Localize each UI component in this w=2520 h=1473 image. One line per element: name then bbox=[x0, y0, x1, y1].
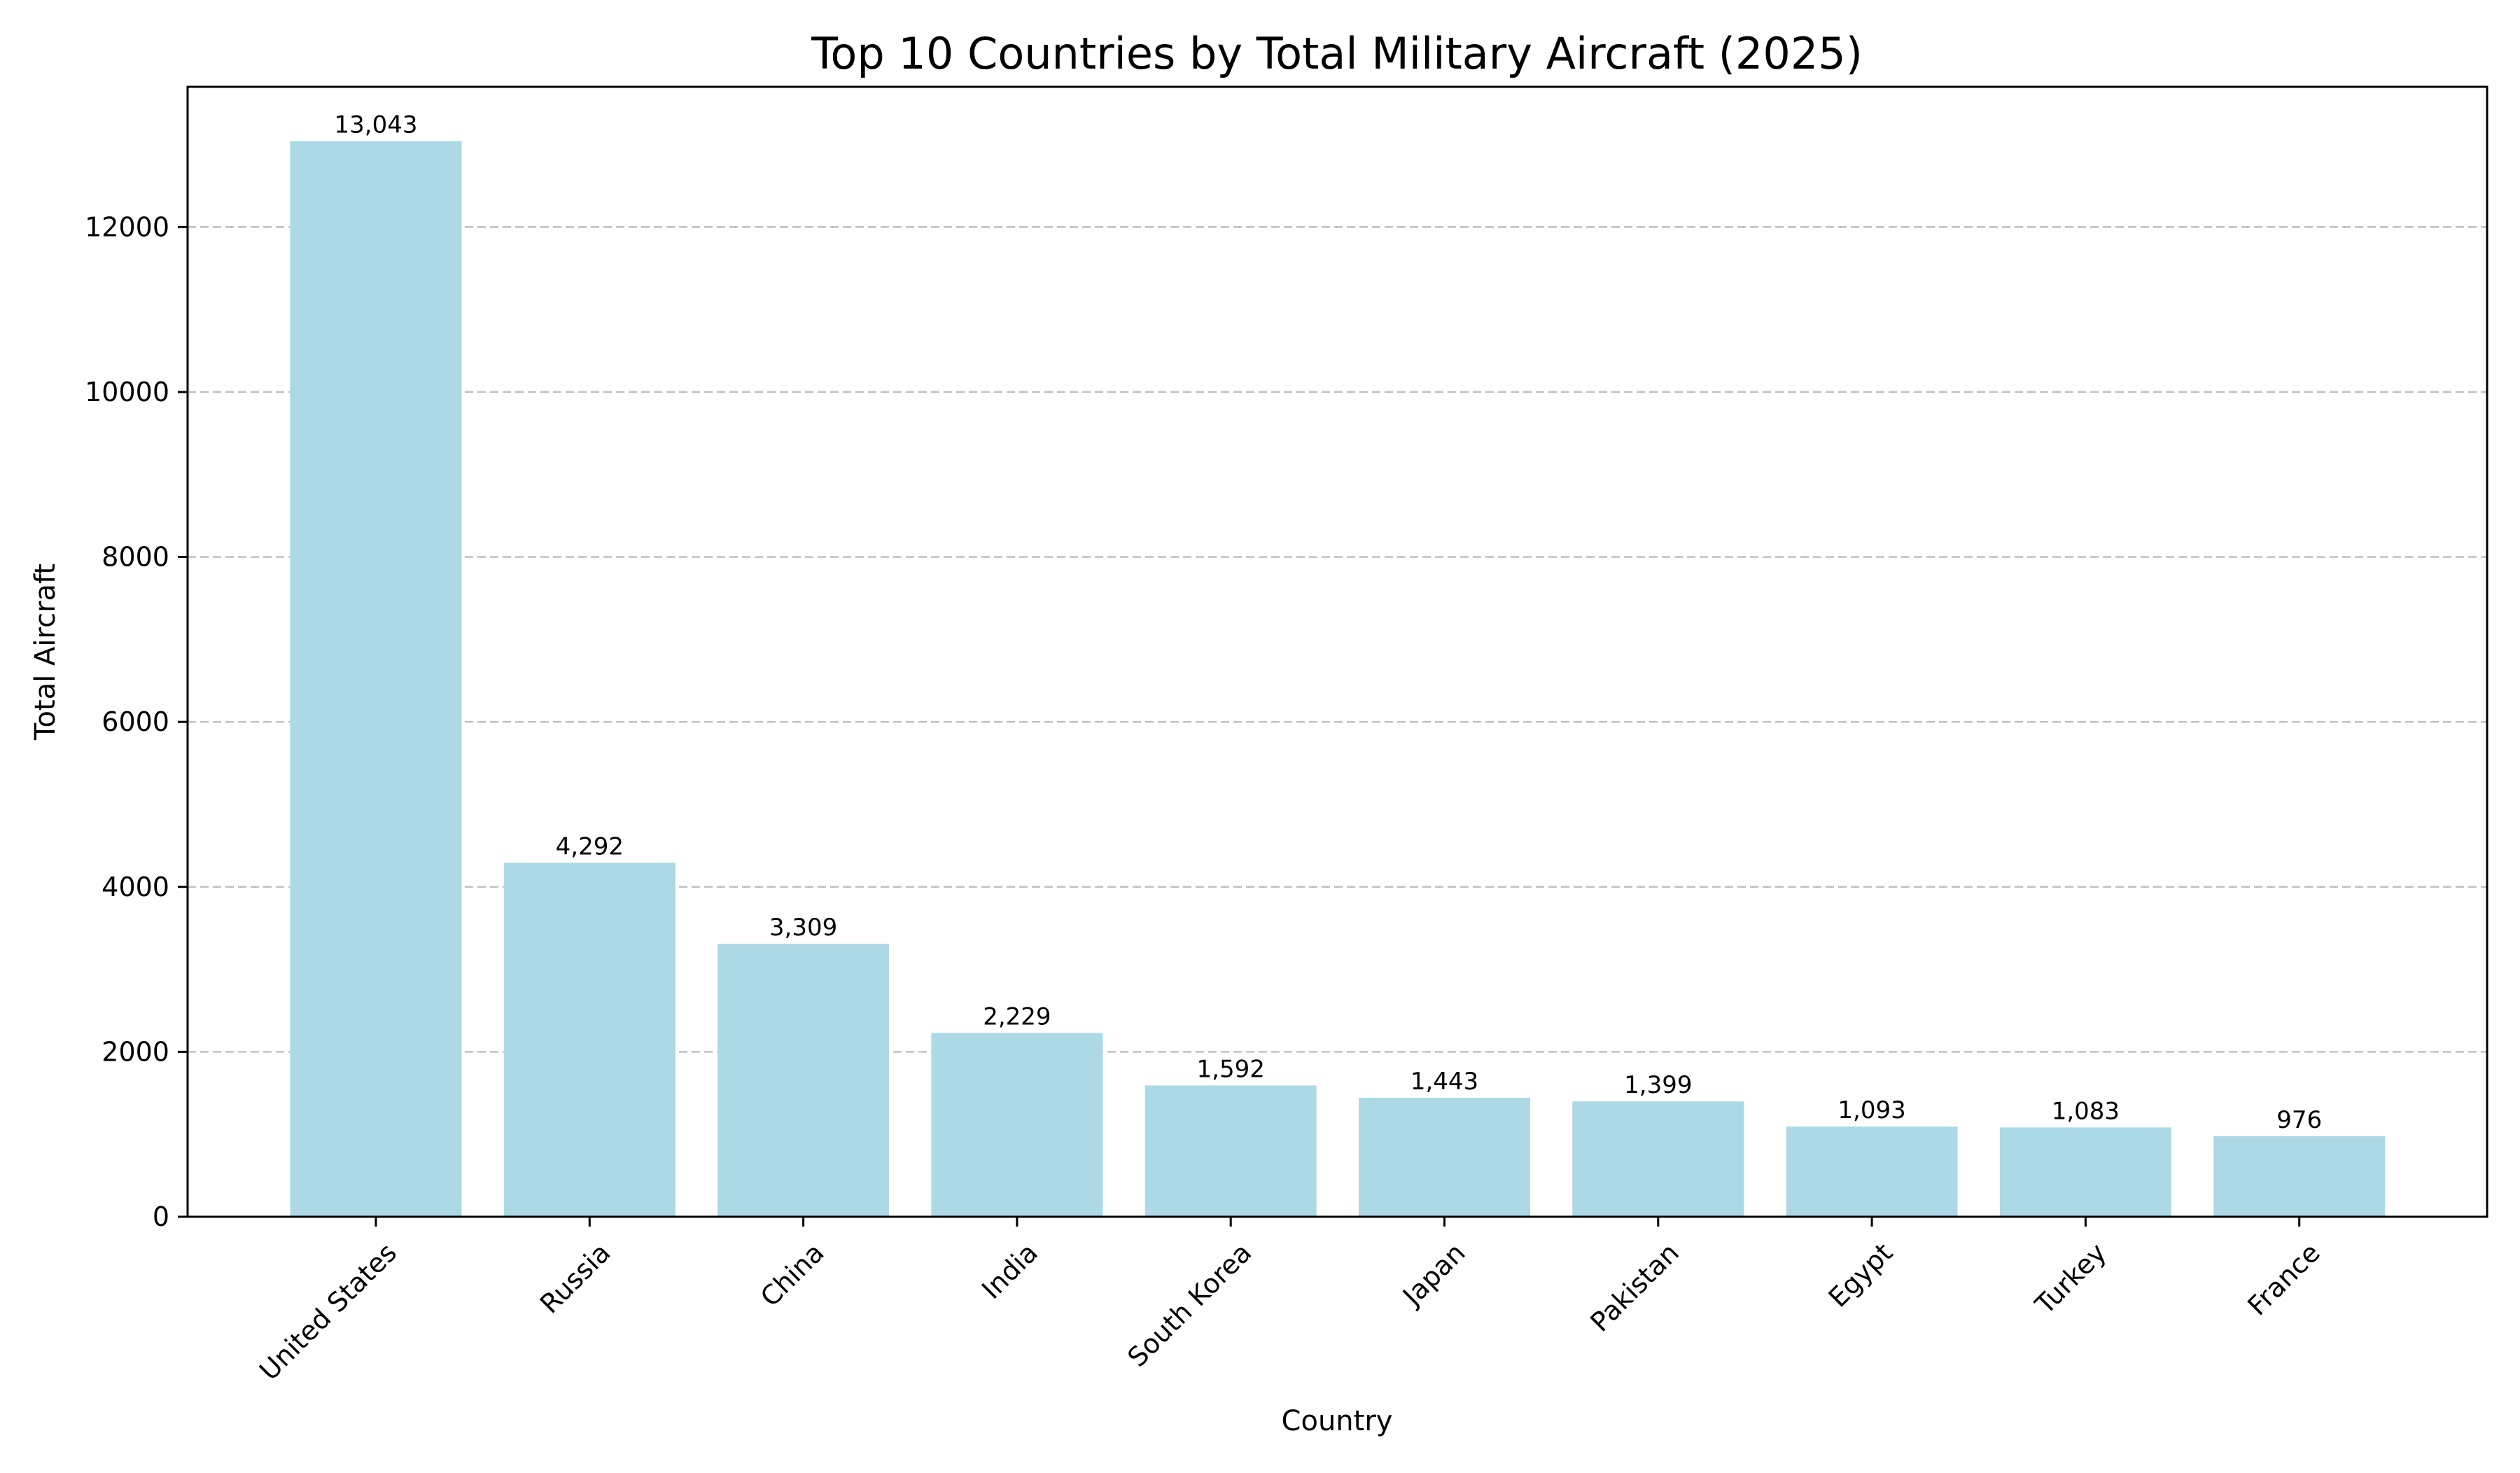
x-tick-label: Egypt bbox=[1823, 1237, 1899, 1313]
x-tick-label: South Korea bbox=[1121, 1237, 1257, 1373]
y-tick-label: 6000 bbox=[102, 706, 169, 737]
x-tick-label: Russia bbox=[534, 1237, 617, 1320]
x-tick-label: United States bbox=[253, 1237, 402, 1386]
plot-area-frame bbox=[186, 85, 2488, 1218]
data-label: 3,309 bbox=[769, 914, 837, 942]
bar-japan bbox=[1359, 1097, 1530, 1217]
bar-united-states bbox=[290, 141, 462, 1217]
x-axis-ticks: United States Russia China India South Korea… bbox=[253, 1217, 2326, 1386]
bar-south-korea bbox=[1144, 1085, 1317, 1217]
data-label: 1,443 bbox=[1410, 1068, 1478, 1096]
data-label: 1,399 bbox=[1624, 1071, 1692, 1099]
y-tick-label: 12000 bbox=[85, 211, 169, 242]
x-tick-label: Pakistan bbox=[1584, 1237, 1685, 1338]
data-labels: 13,043 4,292 3,309 2,229 1,592 1,443 1,399 1,09… bbox=[335, 111, 2323, 1134]
x-axis-label: Country bbox=[1282, 1405, 1393, 1437]
x-tick-label: France bbox=[2241, 1237, 2325, 1321]
data-label: 2,229 bbox=[983, 1003, 1051, 1031]
bar-egypt bbox=[1786, 1126, 1958, 1217]
bar-turkey bbox=[1999, 1127, 2171, 1217]
data-label: 1,093 bbox=[1837, 1096, 1905, 1124]
y-axis-label: Total Aircraft bbox=[29, 564, 62, 741]
data-label: 1,083 bbox=[2052, 1097, 2120, 1125]
y-axis-ticks: 0 2000 4000 6000 8000 10000 12000 bbox=[85, 211, 188, 1232]
bar-india bbox=[931, 1033, 1103, 1217]
bar-china bbox=[718, 944, 890, 1217]
data-label: 976 bbox=[2276, 1106, 2322, 1134]
bar-pakistan bbox=[1572, 1101, 1744, 1217]
y-tick-label: 10000 bbox=[85, 377, 169, 407]
bar-russia bbox=[503, 863, 676, 1217]
x-tick-label: Turkey bbox=[2029, 1237, 2112, 1320]
y-tick-label: 2000 bbox=[102, 1036, 169, 1067]
x-tick-label: Japan bbox=[1396, 1237, 1471, 1312]
bars bbox=[290, 141, 2386, 1217]
y-tick-label: 8000 bbox=[102, 542, 169, 573]
data-label: 13,043 bbox=[335, 111, 418, 139]
x-tick-label: India bbox=[976, 1237, 1044, 1305]
data-label: 4,292 bbox=[556, 832, 624, 860]
data-label: 1,592 bbox=[1197, 1055, 1265, 1083]
chart-title: Top 10 Countries by Total Military Aircr… bbox=[811, 28, 1863, 79]
bar-france bbox=[2213, 1136, 2386, 1217]
x-tick-label: China bbox=[755, 1237, 830, 1313]
y-tick-label: 0 bbox=[153, 1201, 169, 1232]
y-tick-label: 4000 bbox=[102, 872, 169, 902]
